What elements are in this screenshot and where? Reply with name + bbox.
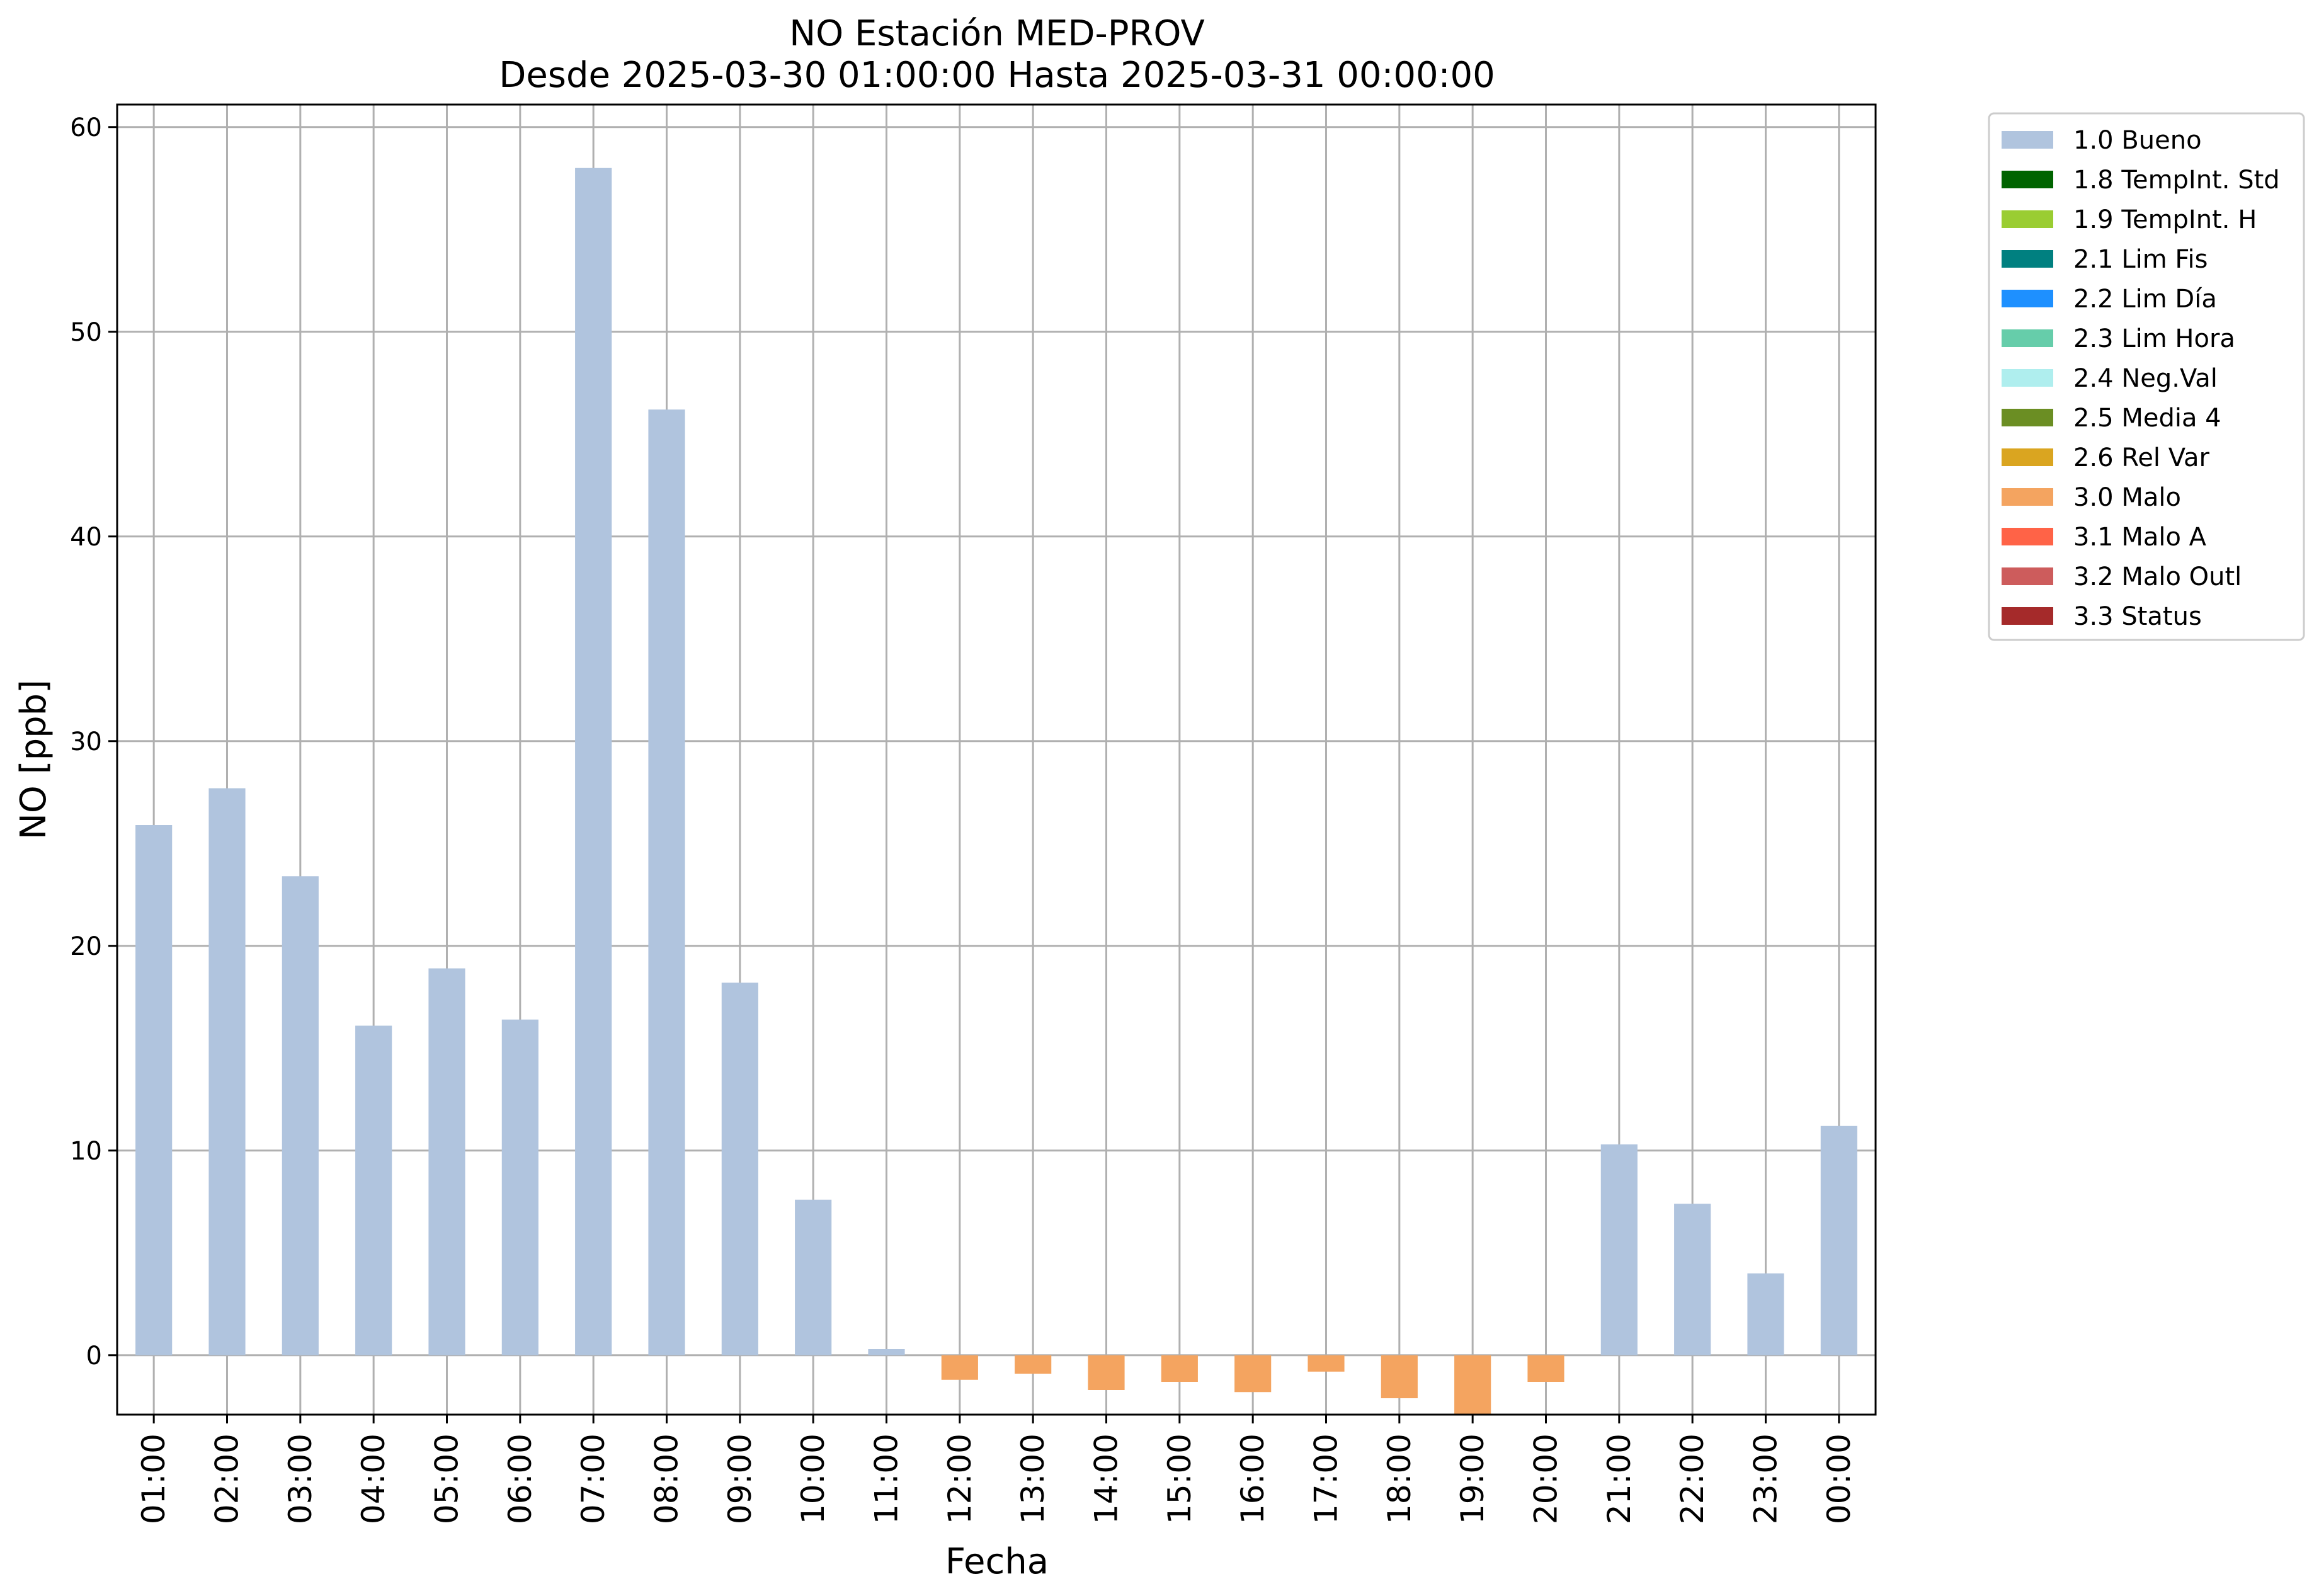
bar <box>795 1199 832 1355</box>
legend-swatch <box>2002 528 2053 545</box>
legend-swatch <box>2002 171 2053 188</box>
x-tick-label: 08:00 <box>649 1434 685 1524</box>
x-axis-ticks: 01:00 02:00 03:00 04:00 05:00 06:00 07:00 08:00… <box>135 1415 1857 1524</box>
y-tick-label: 30 <box>70 727 102 756</box>
legend-label: 1.8 TempInt. Std <box>2073 166 2280 195</box>
x-tick-label: 06:00 <box>502 1434 538 1524</box>
y-axis-label: NO [ppb] <box>13 680 54 840</box>
bar <box>1600 1144 1638 1355</box>
legend-label: 2.2 Lim Día <box>2073 285 2217 314</box>
bar <box>1527 1355 1564 1382</box>
legend-label: 2.1 Lim Fis <box>2073 245 2208 274</box>
x-tick-label: 22:00 <box>1674 1434 1711 1524</box>
x-tick-label: 01:00 <box>135 1434 172 1524</box>
legend-label: 3.2 Malo Outl <box>2073 562 2242 591</box>
legend-swatch <box>2002 131 2053 149</box>
bars <box>135 168 1857 1415</box>
legend-swatch <box>2002 210 2053 228</box>
legend-label: 2.5 Media 4 <box>2073 404 2221 433</box>
bar <box>1234 1355 1272 1393</box>
bar <box>1674 1204 1711 1355</box>
bar <box>1747 1273 1784 1355</box>
legend-label: 3.0 Malo <box>2073 483 2181 512</box>
legend-swatch <box>2002 409 2053 426</box>
legend-label: 2.3 Lim Hora <box>2073 324 2235 353</box>
bar <box>1820 1126 1857 1355</box>
bar <box>208 788 246 1355</box>
x-gridlines <box>152 105 1840 1415</box>
plot-frame <box>116 103 1877 1416</box>
bar <box>721 983 758 1355</box>
legend-swatch <box>2002 290 2053 307</box>
bar <box>282 876 319 1355</box>
x-tick-label: 05:00 <box>429 1434 465 1524</box>
x-tick-label: 02:00 <box>209 1434 246 1524</box>
x-tick-label: 10:00 <box>795 1434 831 1524</box>
legend-swatch <box>2002 607 2053 625</box>
legend-swatch <box>2002 448 2053 466</box>
bar <box>135 825 173 1355</box>
legend-label: 2.4 Neg.Val <box>2073 364 2218 393</box>
bar <box>1161 1355 1198 1382</box>
bar <box>501 1019 538 1355</box>
y-tick-label: 60 <box>70 113 102 142</box>
y-tick-label: 50 <box>70 318 102 347</box>
legend-label: 1.9 TempInt. H <box>2073 205 2257 234</box>
x-tick-label: 13:00 <box>1015 1434 1051 1524</box>
x-tick-label: 17:00 <box>1308 1434 1345 1524</box>
x-tick-label: 21:00 <box>1601 1434 1638 1524</box>
x-tick-label: 04:00 <box>355 1434 392 1524</box>
x-tick-label: 23:00 <box>1748 1434 1784 1524</box>
x-tick-label: 11:00 <box>869 1434 905 1524</box>
bar <box>941 1355 978 1380</box>
legend-swatch <box>2002 488 2053 506</box>
y-tick-label: 10 <box>70 1137 102 1166</box>
bar <box>575 168 612 1355</box>
x-tick-label: 14:00 <box>1088 1434 1125 1524</box>
legend-label: 2.6 Rel Var <box>2073 443 2210 472</box>
legend-swatch <box>2002 250 2053 268</box>
x-tick-label: 07:00 <box>575 1434 612 1524</box>
legend-label: 3.1 Malo A <box>2073 523 2207 552</box>
bar <box>1454 1355 1491 1415</box>
y-tick-label: 20 <box>70 932 102 961</box>
bar <box>1381 1355 1418 1398</box>
legend-swatch <box>2002 567 2053 585</box>
x-tick-label: 12:00 <box>942 1434 978 1524</box>
x-tick-label: 00:00 <box>1821 1434 1857 1524</box>
legend-label: 3.3 Status <box>2073 602 2202 631</box>
bar <box>1308 1355 1345 1372</box>
x-tick-label: 19:00 <box>1454 1434 1491 1524</box>
bar <box>355 1025 392 1355</box>
x-tick-label: 15:00 <box>1161 1434 1198 1524</box>
legend-swatch <box>2002 329 2053 347</box>
y-gridlines <box>117 126 1876 1357</box>
x-tick-label: 03:00 <box>282 1434 319 1524</box>
y-tick-label: 40 <box>70 523 102 552</box>
chart-title-line1: NO Estación MED-PROV <box>789 13 1205 54</box>
bar <box>1015 1355 1052 1374</box>
y-tick-label: 0 <box>86 1342 102 1371</box>
y-axis-ticks: 0 10 20 30 40 50 60 <box>70 113 117 1371</box>
x-tick-label: 09:00 <box>722 1434 758 1524</box>
legend-swatch <box>2002 369 2053 387</box>
legend: 1.0 Bueno 1.8 TempInt. Std 1.9 TempInt. H 2… <box>1988 112 2305 641</box>
legend-frame <box>1988 112 2305 641</box>
bar <box>868 1349 905 1355</box>
bar <box>428 968 465 1355</box>
chart-title-line2: Desde 2025-03-30 01:00:00 Hasta 2025-03-… <box>499 55 1495 96</box>
bar <box>648 409 685 1355</box>
x-tick-label: 18:00 <box>1381 1434 1418 1524</box>
x-tick-label: 16:00 <box>1234 1434 1271 1524</box>
x-tick-label: 20:00 <box>1528 1434 1564 1524</box>
bar <box>1088 1355 1125 1390</box>
legend-label: 1.0 Bueno <box>2073 126 2202 155</box>
x-axis-label: Fecha <box>945 1541 1049 1582</box>
